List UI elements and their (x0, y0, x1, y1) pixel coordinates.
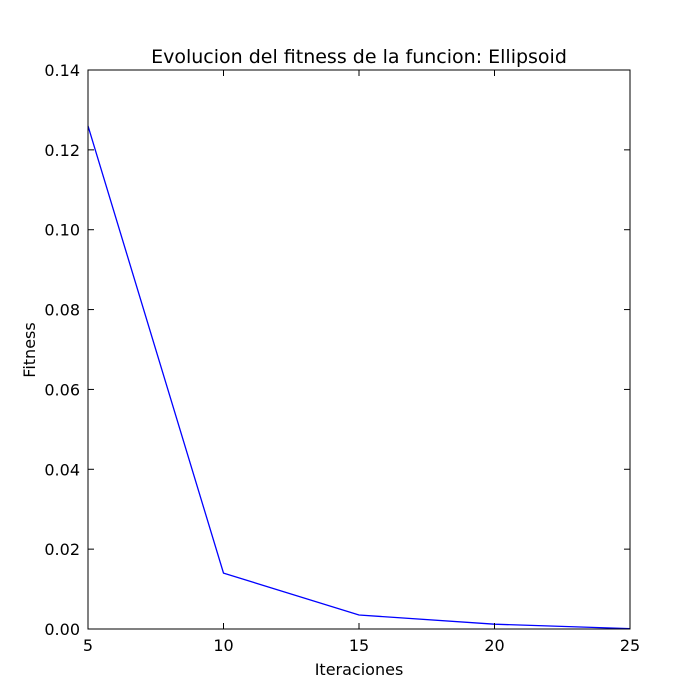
x-tick-label: 15 (349, 636, 369, 655)
series-line-0 (87, 125, 631, 630)
y-tick-label: 0.00 (44, 620, 80, 639)
x-tick-label: 25 (620, 636, 640, 655)
y-tick-label: 0.14 (44, 61, 80, 80)
x-axis-label: Iteraciones (315, 660, 404, 679)
y-tick-label: 0.10 (44, 221, 80, 240)
y-axis-label: Fitness (20, 322, 39, 377)
x-tick-label: 20 (484, 636, 504, 655)
chart-title: Evolucion del fitness de la funcion: Ell… (151, 46, 567, 68)
y-tick-label: 0.04 (44, 460, 80, 479)
y-tick-label: 0.06 (44, 380, 80, 399)
x-tick-label: 5 (83, 636, 93, 655)
y-tick-label: 0.12 (44, 141, 80, 160)
y-tick-label: 0.02 (44, 540, 80, 559)
y-tick-label: 0.08 (44, 301, 80, 320)
x-tick-label: 10 (213, 636, 233, 655)
plot-frame (87, 69, 631, 630)
plot-area: 5 10 15 20 25 0.00 0.02 0.04 0.06 0.08 0.10 0.12 0.1… (44, 61, 640, 655)
